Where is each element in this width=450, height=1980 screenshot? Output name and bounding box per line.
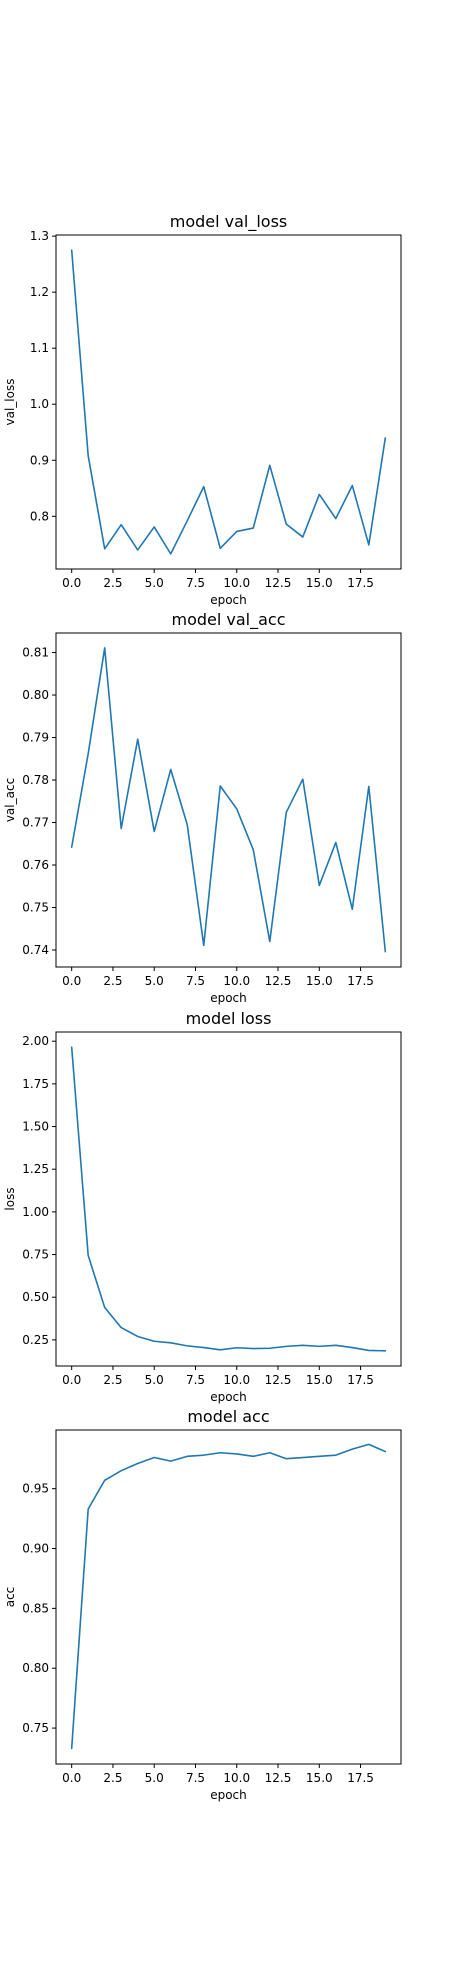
y-tick-label: 0.85 [22,1601,49,1615]
y-tick-label: 0.95 [22,1482,49,1496]
axes-frame [55,1031,402,1367]
x-tick-label: 17.5 [347,1373,374,1387]
y-tick-label: 2.00 [22,1034,49,1048]
y-tick-label: 1.50 [22,1120,49,1134]
y-axis-label: val_acc [3,778,17,822]
x-tick-label: 15.0 [306,1771,333,1785]
y-tick-label: 0.75 [22,901,49,915]
axes-frame [55,1429,402,1765]
y-tick-label: 1.0 [30,397,49,411]
y-tick-label: 1.00 [22,1205,49,1219]
chart-2: model loss 0.0 2.5 5.0 7.5 10.0 12.5 15.0 17.5 0.… [3,1009,402,1404]
y-tick-label: 0.79 [22,731,49,745]
y-tick-label: 0.80 [22,1661,49,1675]
chart-title: model loss [186,1009,272,1028]
x-tick-label: 0.0 [62,1373,81,1387]
y-tick-label: 1.1 [30,341,49,355]
x-axis-label: epoch [210,593,247,607]
x-tick-label: 17.5 [347,576,374,590]
y-tick-label: 0.81 [22,646,49,660]
y-axis-label: acc [3,1587,17,1608]
x-tick-label: 2.5 [103,1373,122,1387]
x-tick-label: 10.0 [223,1771,250,1785]
x-tick-label: 17.5 [347,974,374,988]
x-tick-label: 2.5 [103,1771,122,1785]
y-tick-label: 0.78 [22,773,49,787]
y-tick-label: 0.75 [22,1721,49,1735]
x-tick-label: 2.5 [103,974,122,988]
x-tick-label: 12.5 [265,576,292,590]
y-tick-label: 0.80 [22,688,49,702]
x-tick-label: 7.5 [186,1771,205,1785]
x-tick-label: 7.5 [186,974,205,988]
y-axis-label: val_loss [3,379,17,426]
y-tick-label: 1.2 [30,285,49,299]
y-tick-label: 0.9 [30,453,49,467]
y-axis-label: loss [3,1187,17,1210]
y-tick-label: 1.25 [22,1162,49,1176]
x-tick-label: 5.0 [145,974,164,988]
x-axis-label: epoch [210,1390,247,1404]
y-tick-label: 0.8 [30,509,49,523]
x-tick-label: 7.5 [186,1373,205,1387]
x-tick-label: 5.0 [145,576,164,590]
y-tick-label: 0.76 [22,858,49,872]
series-line [70,1046,387,1352]
series-line [70,647,387,953]
x-tick-label: 15.0 [306,974,333,988]
x-tick-label: 5.0 [145,1771,164,1785]
series-line [70,249,387,555]
x-tick-label: 12.5 [265,1771,292,1785]
chart-title: model val_acc [171,610,285,630]
x-tick-label: 0.0 [62,1771,81,1785]
y-tick-label: 0.90 [22,1542,49,1556]
chart-3: model acc 0.0 2.5 5.0 7.5 10.0 12.5 15.0 17.5 0.7… [3,1407,402,1802]
y-tick-label: 0.75 [22,1248,49,1262]
y-tick-label: 0.74 [22,943,49,957]
y-tick-label: 0.50 [22,1290,49,1304]
chart-title: model val_loss [170,212,288,232]
x-tick-label: 17.5 [347,1771,374,1785]
chart-title: model acc [187,1407,269,1426]
x-tick-label: 0.0 [62,974,81,988]
y-tick-label: 0.25 [22,1333,49,1347]
axes-frame [55,632,402,968]
x-tick-label: 10.0 [223,1373,250,1387]
chart-1: model val_acc 0.0 2.5 5.0 7.5 10.0 12.5 15.0 17.… [3,610,402,1005]
x-tick-label: 5.0 [145,1373,164,1387]
chart-0: model val_loss 0.0 2.5 5.0 7.5 10.0 12.5 15.0 17… [3,212,402,607]
x-tick-label: 10.0 [223,974,250,988]
x-tick-label: 15.0 [306,1373,333,1387]
y-tick-label: 1.3 [30,229,49,243]
x-axis-label: epoch [210,1788,247,1802]
x-tick-label: 12.5 [265,974,292,988]
x-axis-label: epoch [210,991,247,1005]
x-tick-label: 15.0 [306,576,333,590]
x-tick-label: 10.0 [223,576,250,590]
x-tick-label: 7.5 [186,576,205,590]
series-line [70,1443,387,1750]
y-tick-label: 0.77 [22,816,49,830]
x-tick-label: 12.5 [265,1373,292,1387]
y-tick-label: 1.75 [22,1077,49,1091]
x-tick-label: 0.0 [62,576,81,590]
x-tick-label: 2.5 [103,576,122,590]
axes-frame [55,234,402,570]
